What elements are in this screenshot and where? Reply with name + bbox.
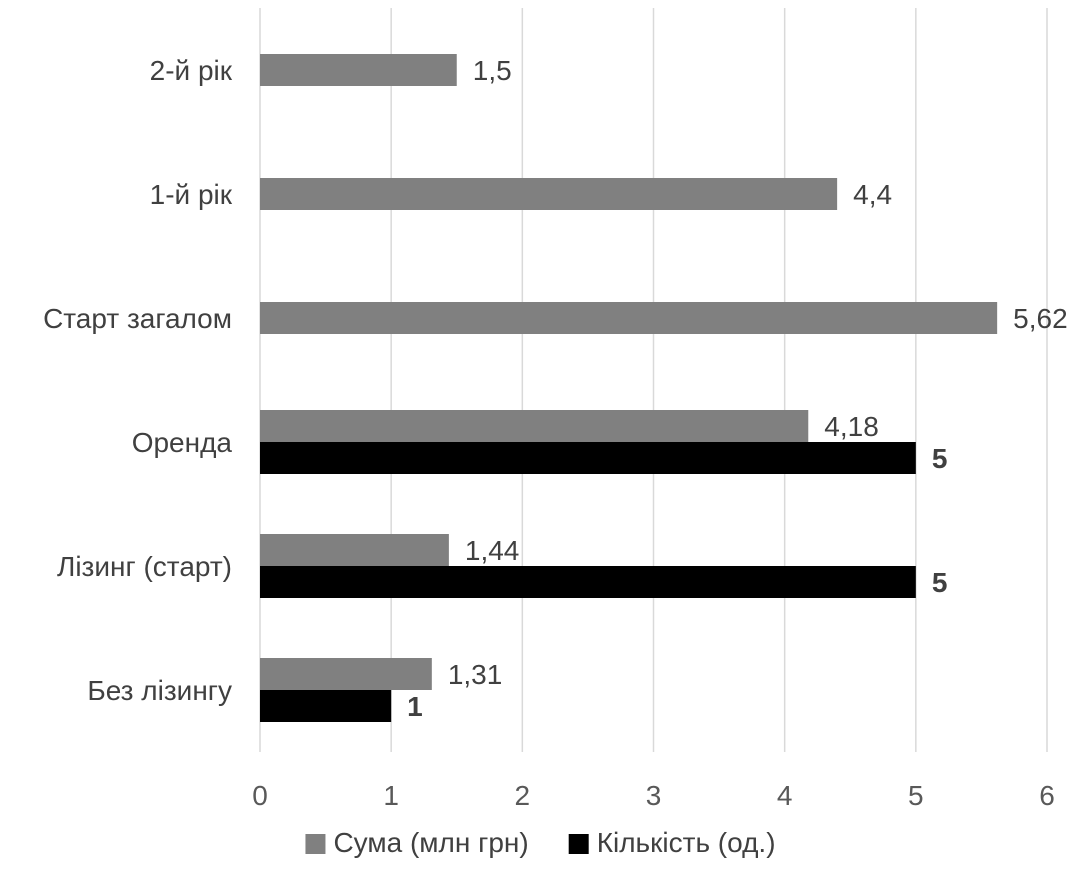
category-label: Старт загалом [43,303,232,334]
bar-suma [260,658,432,690]
data-labels: 1,31 1 1,44 5 4,18 5 5,62 4,4 1,5 [407,55,1067,722]
data-label-kilkist: 1 [407,691,423,722]
category-axis: Без лізингу Лізинг (старт) Оренда Старт заг… [43,55,233,706]
data-label-suma: 4,18 [824,411,879,442]
bar-kilkist [260,690,392,722]
gridlines [259,8,1048,752]
category-label: Без лізингу [87,675,232,706]
category-label: Оренда [132,427,233,458]
x-tick-label: 4 [777,780,793,811]
x-tick-label: 1 [383,780,399,811]
bar-kilkist [260,566,916,598]
bar-suma [260,534,449,566]
legend-item: Сума (млн грн) [305,827,529,858]
data-label-suma: 1,31 [448,659,503,690]
data-label-suma: 1,5 [473,55,512,86]
bar-suma [260,302,998,334]
data-label-suma: 5,62 [1013,303,1068,334]
data-label-suma: 1,44 [465,535,520,566]
data-label-kilkist: 5 [932,567,948,598]
category-label: Лізинг (старт) [57,551,232,582]
value-axis: 0 1 2 3 4 5 6 [252,780,1055,811]
legend-item: Кількість (од.) [568,827,776,858]
x-tick-label: 5 [908,780,924,811]
category-label: 1-й рік [150,179,233,210]
x-tick-label: 6 [1039,780,1055,811]
bar-suma [260,178,838,210]
category-label: 2-й рік [150,55,233,86]
legend: Сума (млн грн) Кількість (од.) [305,827,776,858]
legend-swatch [568,834,589,854]
legend-swatch [305,834,326,854]
x-tick-label: 0 [252,780,268,811]
data-label-kilkist: 5 [932,443,948,474]
bars [260,54,998,722]
x-tick-label: 3 [646,780,662,811]
x-tick-label: 2 [515,780,531,811]
bar-suma [260,54,457,86]
legend-label: Сума (млн грн) [333,827,528,858]
bar-suma [260,410,809,442]
bar-kilkist [260,442,916,474]
data-label-suma: 4,4 [853,179,892,210]
legend-label: Кількість (од.) [597,827,776,858]
